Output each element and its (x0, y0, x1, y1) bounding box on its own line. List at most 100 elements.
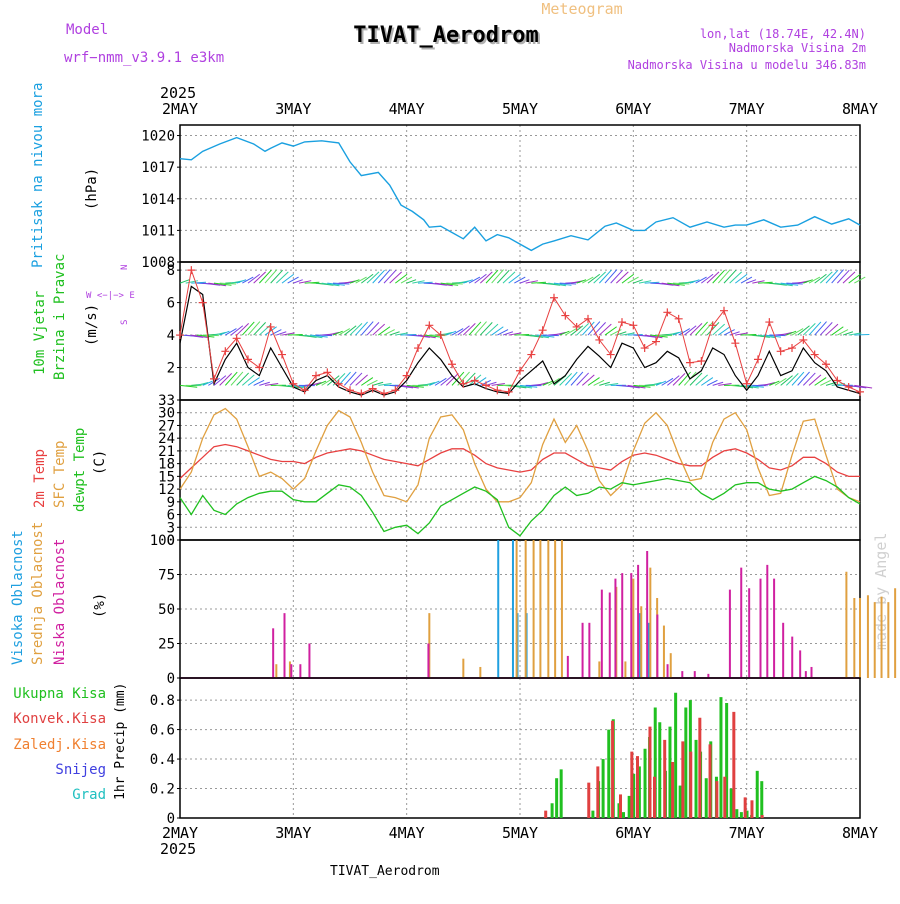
wind-barb (599, 324, 611, 335)
wind-gust-marker (414, 344, 422, 352)
wind-gust-marker (641, 344, 649, 352)
y-tick-label: 2 (167, 361, 175, 377)
wind-gust-marker (278, 351, 286, 359)
bottom-tick-label: 6MAY (615, 824, 651, 842)
wind-barb (809, 375, 821, 385)
y-tick-label: 0.2 (150, 782, 175, 798)
station-title: TIVAT_Aerodrom (353, 23, 538, 48)
wind-barb (356, 375, 368, 385)
wind-barb (696, 375, 708, 385)
wind-gust-marker (663, 308, 671, 316)
wind-barb (577, 373, 589, 385)
bottom-tick-label: 4MAY (389, 824, 425, 842)
wind-barb (815, 322, 827, 336)
wind-gust-marker (176, 331, 184, 339)
wind-barb (231, 372, 243, 385)
top-tick-label: 2MAY (162, 100, 198, 118)
wind-barb (611, 270, 623, 283)
footer-station: TIVAT_Aerodrom (330, 864, 440, 879)
y-tick-label: 1017 (141, 160, 175, 176)
wind-gust-marker (765, 318, 773, 326)
wind-gust-marker (550, 294, 558, 302)
wind-gust-marker (607, 351, 615, 359)
wind-barb (265, 270, 277, 284)
y-tick-label: 6 (167, 296, 175, 312)
wind-barb (832, 270, 844, 284)
wind-gust-marker (380, 390, 388, 398)
y-tick-label: 1020 (141, 129, 175, 145)
model-label: Model (66, 22, 108, 38)
cloud-unit: (%) (92, 593, 108, 618)
pressure-label: Pritisak na nivou mora (30, 83, 46, 268)
wind-gust-marker (584, 315, 592, 323)
wind-barb (480, 322, 492, 335)
y-tick-label: 0.8 (150, 693, 175, 709)
wind-barb (497, 270, 509, 283)
wind-compass: W <−|−> E (86, 291, 135, 301)
temp-label-dewpt: dewpt Temp (72, 428, 88, 512)
y-tick-label: 75 (158, 568, 175, 584)
panel-4: 0 0.2 0.4 0.6 0.8 (150, 678, 860, 827)
wind-gust-marker (788, 344, 796, 352)
y-tick-label: 25 (158, 637, 175, 653)
wind-gust-marker (267, 323, 275, 331)
wind-barb (350, 373, 362, 385)
lonlat: lon,lat (18.74E, 42.4N) (700, 27, 866, 41)
cloud-label-low: Niska Oblacnost (52, 539, 68, 665)
wind-barb (503, 272, 515, 283)
wind-gust-marker (856, 388, 864, 396)
wind-barb (237, 373, 249, 385)
pressure-unit: (hPa) (84, 168, 100, 210)
y-tick-label: 0 (167, 811, 175, 827)
wind-gust-marker (505, 388, 513, 396)
temp-unit: (C) (92, 450, 108, 475)
wind-gust-marker (482, 381, 490, 389)
top-tick-label: 3MAY (275, 100, 311, 118)
bottom-tick-label: 7MAY (729, 824, 765, 842)
bottom-tick-label: 8MAY (842, 824, 878, 842)
precip-legend-grad: Grad (72, 787, 106, 803)
wind-barb (854, 335, 869, 336)
wind-gust-marker (731, 339, 739, 347)
top-tick-label: 7MAY (729, 100, 765, 118)
y-tick-label: 8 (167, 263, 175, 279)
wind-barb (248, 322, 260, 336)
wind-barb (826, 324, 838, 335)
wind-compass-n: N (120, 265, 130, 270)
wind-unit: (m/s) (84, 304, 100, 346)
wind-barb (724, 270, 736, 283)
y-tick-label: 0.4 (150, 752, 175, 768)
wind-barb (730, 272, 742, 283)
wind-barb (605, 270, 617, 284)
wind-barb (373, 324, 385, 335)
pressure-line (180, 138, 860, 251)
subtitle: Meteogram (541, 0, 622, 18)
top-tick-label: 8MAY (842, 100, 878, 118)
wind-barb (367, 322, 379, 335)
wind-barb (571, 372, 583, 385)
temp-label-2m: 2m Temp (32, 449, 48, 508)
y-tick-label: 0.6 (150, 723, 175, 739)
wind-compass-s: S (120, 320, 130, 325)
wind-barb (803, 373, 815, 385)
wind-barb (390, 272, 402, 283)
wind-barb (843, 272, 855, 283)
cloud-label-mid: Srednja Oblacnost (30, 522, 46, 665)
precip-unit: 1hr Precip (mm) (113, 683, 128, 800)
model-name: wrf−nmm_v3.9.1 e3km (64, 50, 224, 66)
top-tick-label: 6MAY (615, 100, 651, 118)
wind-gust-marker (754, 355, 762, 363)
wind-gust-marker (199, 299, 207, 307)
cloud-label-high: Visoka Oblacnost (10, 530, 26, 665)
wind-gust-marker (675, 315, 683, 323)
wind-barb (718, 270, 730, 284)
wind-barb (384, 270, 396, 283)
precip-legend-snow: Snijeg (55, 762, 106, 778)
wind-label-2: Brzina i Pravac (52, 254, 68, 380)
